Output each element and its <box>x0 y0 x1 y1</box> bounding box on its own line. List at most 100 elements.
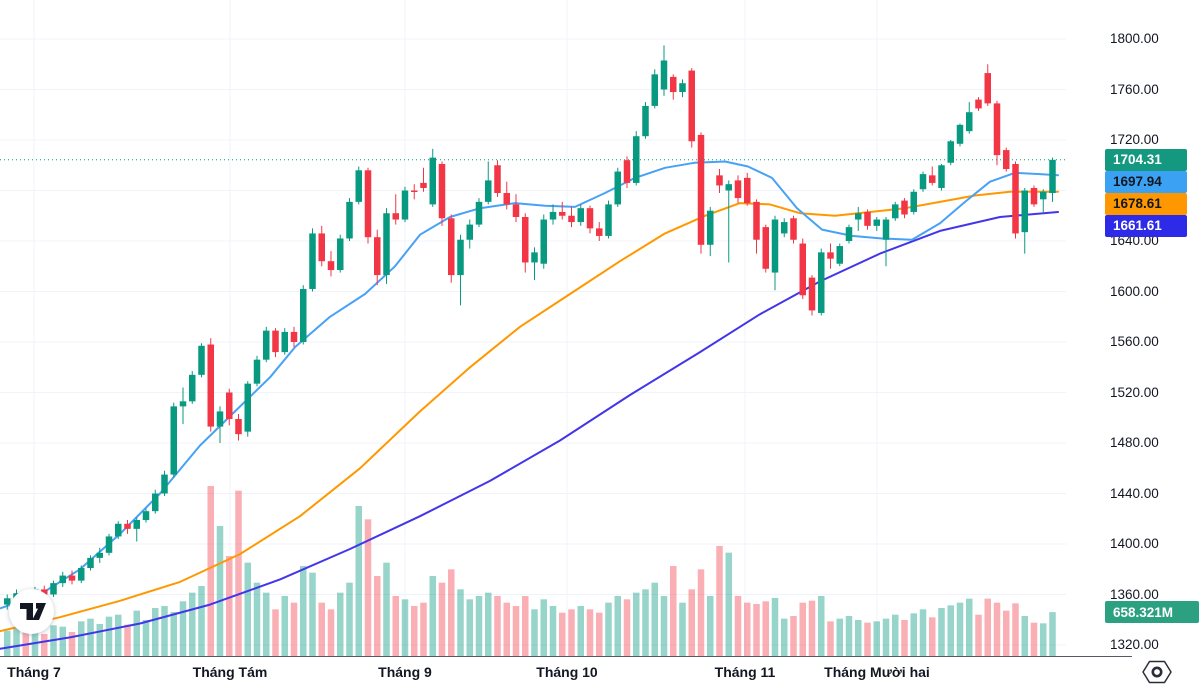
volume-bar <box>383 562 390 656</box>
candle-body <box>457 239 464 276</box>
time-axis-label: Tháng Tám <box>192 664 268 680</box>
volume-bar <box>346 582 353 656</box>
volume-bar <box>596 612 603 656</box>
tradingview-logo-button[interactable] <box>9 589 54 634</box>
candle-body <box>651 74 658 106</box>
candle-body <box>947 141 954 163</box>
volume-bar <box>707 596 714 656</box>
volume-bar <box>309 572 316 656</box>
volume-bar <box>475 596 483 656</box>
candle-body <box>577 208 584 223</box>
volume-bar <box>300 566 307 656</box>
volume-bar <box>910 613 917 656</box>
volume-bar <box>152 608 159 656</box>
volume-bar <box>892 614 899 656</box>
time-axis-label: Tháng Mười hai <box>824 664 930 680</box>
candle-body <box>605 204 612 236</box>
candle-body <box>688 70 695 142</box>
volume-bar <box>115 614 122 656</box>
candle-body <box>540 219 547 264</box>
candle-body <box>892 204 899 219</box>
volume-bar <box>956 602 964 656</box>
volume-bar <box>429 576 436 656</box>
volume-bar <box>318 602 325 656</box>
volume-bar <box>494 596 501 656</box>
candle-body <box>984 73 991 104</box>
candle-body <box>679 83 686 93</box>
volume-bar <box>290 602 298 656</box>
volume-bar <box>1021 616 1028 656</box>
candle-body <box>216 411 224 427</box>
candle-body <box>827 252 834 259</box>
volume-bar <box>189 592 196 656</box>
axis-settings-button[interactable] <box>1138 658 1176 686</box>
volume-bar <box>929 617 936 656</box>
candle-body <box>1049 159 1056 194</box>
price-tick-label: 1480.00 <box>1110 435 1159 450</box>
volume-bar <box>651 582 658 656</box>
candle-body <box>790 218 797 240</box>
ma-slow-price-label: 1661.61 <box>1105 214 1187 237</box>
ma-slow-line[interactable] <box>0 211 1059 650</box>
volume-bar <box>337 592 344 656</box>
volume-bar <box>179 601 187 656</box>
volume-bar <box>808 600 816 656</box>
time-axis-label: Tháng 10 <box>536 664 598 680</box>
volume-bar <box>281 596 288 656</box>
candles-series[interactable] <box>4 45 1056 610</box>
volume-bar <box>327 609 335 656</box>
volume-bar <box>938 608 945 656</box>
volume-bar <box>87 618 94 656</box>
volume-label: 658.321M <box>1105 601 1199 624</box>
volume-bar <box>586 609 594 656</box>
volume-bar <box>568 609 575 656</box>
candle-body <box>152 493 159 512</box>
candle-body <box>642 105 649 137</box>
volume-bar <box>1030 622 1038 656</box>
price-tick-label: 1720.00 <box>1110 132 1159 147</box>
candle-body <box>531 252 538 263</box>
volume-bar <box>244 562 251 656</box>
volume-bar <box>753 604 760 656</box>
volume-bar <box>96 624 103 656</box>
time-axis[interactable]: Tháng 7 Tháng Tám Tháng 9 Tháng 10 Tháng 11 T… <box>0 657 1066 689</box>
volume-bar <box>364 519 372 656</box>
volume-bar <box>540 599 547 656</box>
price-axis[interactable]: 1320.00 1360.00 1400.00 1440.00 1480.00 1520.… <box>1066 0 1200 656</box>
candle-body <box>781 222 788 234</box>
volume-bar <box>855 620 862 656</box>
volume-bar <box>966 598 973 656</box>
candle-body <box>799 243 806 296</box>
volume-bar <box>781 618 788 656</box>
volume-bar <box>679 602 686 656</box>
candle-body <box>753 201 760 240</box>
price-tick-label: 1560.00 <box>1110 334 1159 349</box>
candle-body <box>485 180 492 202</box>
volume-bar <box>1003 610 1010 656</box>
candle-body <box>716 175 723 186</box>
candle-body <box>355 170 362 202</box>
candle-body <box>133 520 140 529</box>
volume-bar <box>559 612 566 656</box>
candle-body <box>401 190 409 220</box>
candle-body <box>4 598 11 605</box>
candle-body <box>568 215 575 223</box>
candle-body <box>614 171 621 205</box>
candle-body <box>596 228 603 236</box>
ma-mid-line[interactable] <box>0 190 1059 633</box>
time-axis-label: Tháng 11 <box>714 664 776 680</box>
candle-body <box>263 330 270 360</box>
candle-body <box>1021 190 1028 233</box>
candle-body <box>124 523 131 529</box>
candle-body <box>938 165 945 188</box>
volume-bar <box>623 599 631 656</box>
candle-body <box>142 511 150 521</box>
gridlines <box>0 0 1066 656</box>
volume-series[interactable] <box>4 486 1056 656</box>
volume-bar <box>401 599 409 656</box>
candle-body <box>762 227 769 269</box>
volume-bar <box>272 609 279 656</box>
price-tick-label: 1800.00 <box>1110 31 1159 46</box>
ma-fast-line[interactable] <box>0 160 1059 610</box>
